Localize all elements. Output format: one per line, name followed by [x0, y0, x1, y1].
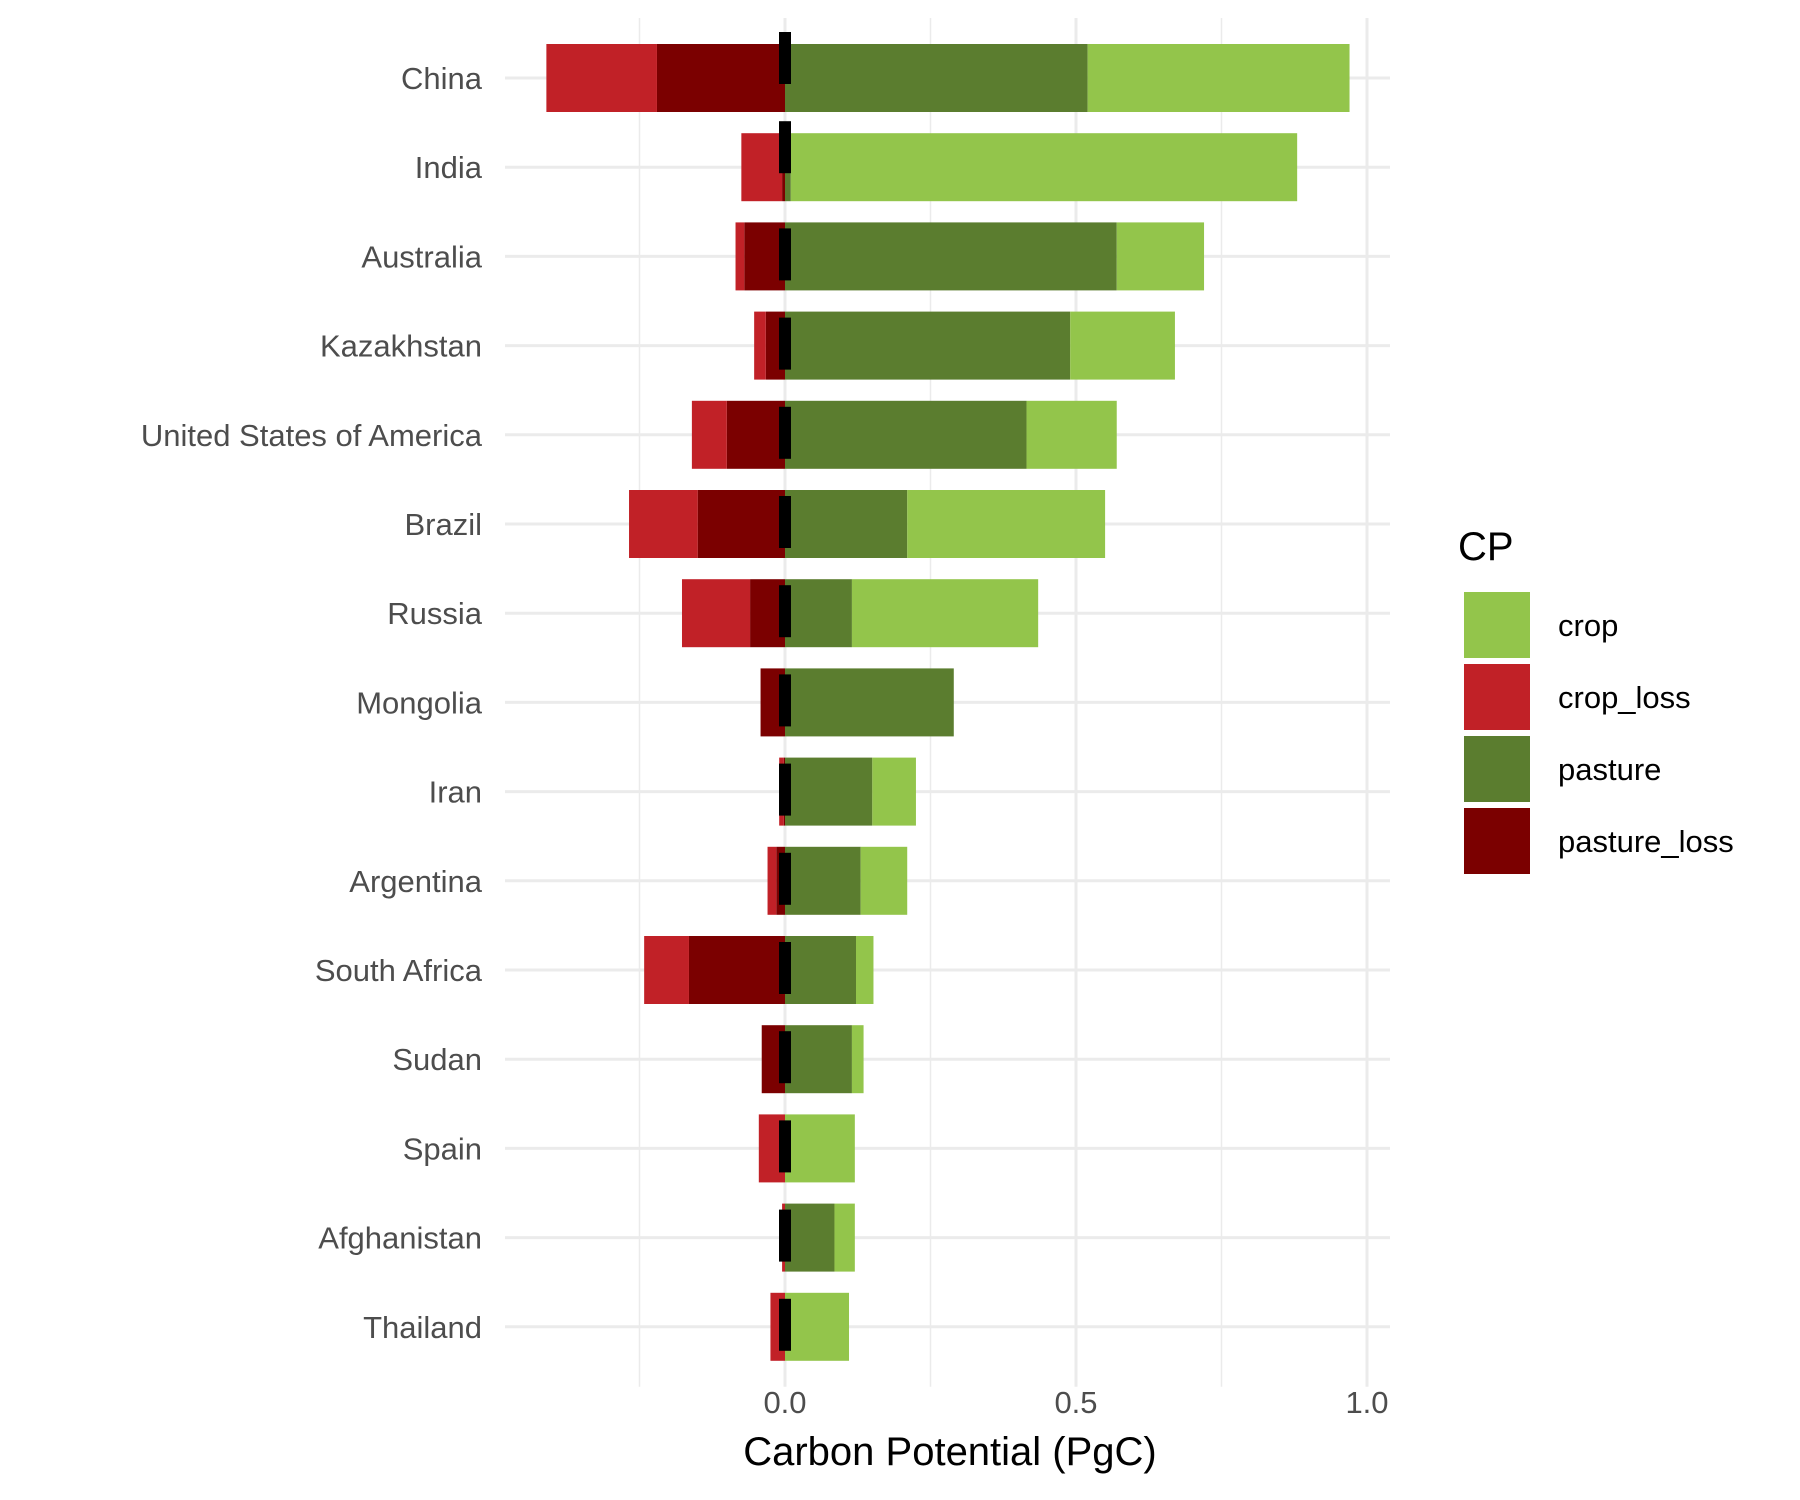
legend-swatch-crop [1464, 592, 1530, 658]
legend-swatch-pasture [1464, 736, 1530, 802]
y-tick-label: United States of America [141, 418, 483, 453]
bar-pasture [785, 1025, 852, 1094]
legend-title: CP [1458, 525, 1514, 569]
bar-crop-loss [767, 846, 777, 915]
bar-pasture [785, 668, 954, 737]
bar-crop [856, 936, 874, 1004]
bar-crop [834, 1203, 855, 1272]
legend-label-pasture-loss: pasture_loss [1558, 824, 1734, 859]
net-marker [779, 942, 791, 994]
y-tick-label: Iran [429, 775, 482, 810]
bar-crop-loss [644, 936, 689, 1004]
legend-swatch-pasture-loss [1464, 808, 1530, 874]
net-marker [779, 1209, 791, 1262]
bar-pasture [785, 222, 1117, 291]
net-marker [779, 406, 791, 459]
net-marker [779, 1298, 791, 1351]
bar-crop-loss [629, 490, 698, 558]
legend-label-crop: crop [1558, 608, 1618, 643]
bar-pasture [785, 936, 857, 1004]
net-marker [779, 496, 791, 548]
y-tick-label: China [401, 61, 483, 96]
bar-crop-loss [691, 400, 727, 469]
net-marker [779, 852, 791, 905]
bar-crop [1026, 400, 1117, 469]
legend-swatch-crop-loss [1464, 664, 1530, 730]
bar-pasture-loss [697, 490, 785, 558]
y-tick-label: Argentina [349, 864, 482, 899]
net-marker [779, 763, 791, 816]
x-axis-title: Carbon Potential (PgC) [743, 1430, 1157, 1474]
bar-pasture [785, 490, 908, 558]
x-tick-label: 1.0 [1345, 1385, 1388, 1420]
y-tick-label: Australia [361, 239, 482, 274]
bar-crop [1116, 222, 1205, 291]
net-marker [779, 317, 791, 370]
y-tick-label: Brazil [404, 507, 482, 542]
y-tick-label: Mongolia [356, 685, 483, 720]
bar-pasture-loss [688, 936, 785, 1004]
bar-crop [851, 579, 1039, 648]
x-tick-label: 0.5 [1054, 1385, 1097, 1420]
bar-pasture-loss [744, 222, 785, 291]
bar-crop-loss [735, 222, 745, 291]
legend-label-pasture: pasture [1558, 752, 1661, 787]
bar-pasture [785, 44, 1088, 112]
bar-pasture [785, 846, 861, 915]
bar-crop [785, 1292, 850, 1361]
y-tick-label: Sudan [392, 1042, 482, 1077]
bar-crop [790, 133, 1298, 202]
bar-crop-loss [754, 311, 766, 380]
legend-label-crop-loss: crop_loss [1558, 680, 1691, 715]
y-tick-label: Afghanistan [318, 1221, 482, 1256]
bar-segments [546, 44, 1350, 1361]
bar-pasture [785, 757, 873, 826]
net-marker [779, 674, 791, 727]
net-markers [779, 32, 791, 1351]
net-marker [779, 1120, 791, 1173]
bar-crop [1070, 311, 1175, 380]
bar-pasture [785, 311, 1071, 380]
net-marker [779, 1031, 791, 1084]
net-marker [779, 121, 791, 174]
x-axis-tick-labels: 0.0 0.5 1.0 [763, 1385, 1388, 1420]
y-tick-label: Russia [387, 596, 483, 631]
bar-pasture-loss [726, 400, 785, 469]
y-tick-label: India [415, 150, 483, 185]
bar-pasture-loss [656, 44, 785, 112]
net-marker [779, 32, 791, 84]
bar-pasture [785, 579, 852, 648]
y-tick-label: Thailand [363, 1310, 482, 1345]
bar-pasture [785, 400, 1027, 469]
bar-crop [907, 490, 1106, 558]
bar-pasture [785, 1203, 835, 1272]
net-marker [779, 585, 791, 638]
y-tick-label: South Africa [315, 953, 483, 988]
bar-crop [1087, 44, 1350, 112]
bar-crop [872, 757, 916, 826]
bar-crop-loss [741, 133, 783, 202]
y-tick-label: Kazakhstan [320, 329, 482, 364]
x-tick-label: 0.0 [763, 1385, 806, 1420]
bar-crop [860, 846, 908, 915]
bar-crop-loss [681, 579, 751, 648]
net-marker [779, 228, 791, 281]
y-tick-label: Spain [403, 1131, 482, 1166]
y-axis-tick-labels: China India Australia Kazakhstan United Stat… [141, 61, 483, 1345]
bar-crop [851, 1025, 864, 1094]
bar-crop [785, 1114, 855, 1183]
bar-crop-loss [546, 44, 657, 112]
